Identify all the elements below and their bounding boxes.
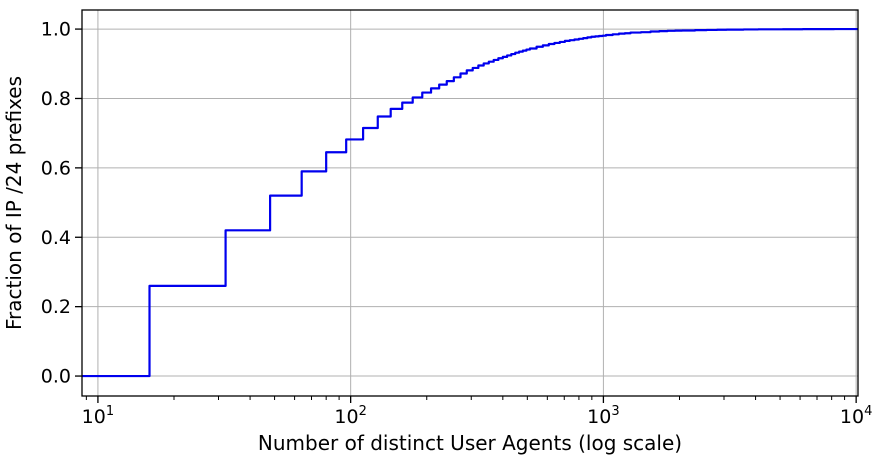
x-tick-label: 104 [840, 404, 872, 428]
x-tick-label: 103 [587, 404, 619, 428]
y-tick-label: 0.4 [41, 227, 71, 249]
x-tick-label: 101 [82, 404, 114, 428]
y-tick-label: 0.2 [41, 296, 71, 318]
cdf-step-line [82, 27, 858, 378]
axis-ticks [75, 28, 857, 403]
x-tick-label: 102 [334, 404, 366, 428]
y-tick-label: 1.0 [41, 19, 71, 41]
x-axis-label: Number of distinct User Agents (log scal… [258, 431, 682, 455]
y-tick-label: 0.0 [41, 366, 71, 388]
y-tick-labels: 0.0 0.2 0.4 0.6 0.8 1.0 [41, 19, 71, 388]
plot-border [81, 9, 859, 397]
x-tick-labels: 101 102 103 104 [82, 404, 873, 428]
y-tick-label: 0.6 [41, 157, 71, 179]
y-tick-label: 0.8 [41, 88, 71, 110]
y-axis-label: Fraction of IP /24 prefixes [2, 76, 26, 330]
gridlines [82, 10, 858, 396]
